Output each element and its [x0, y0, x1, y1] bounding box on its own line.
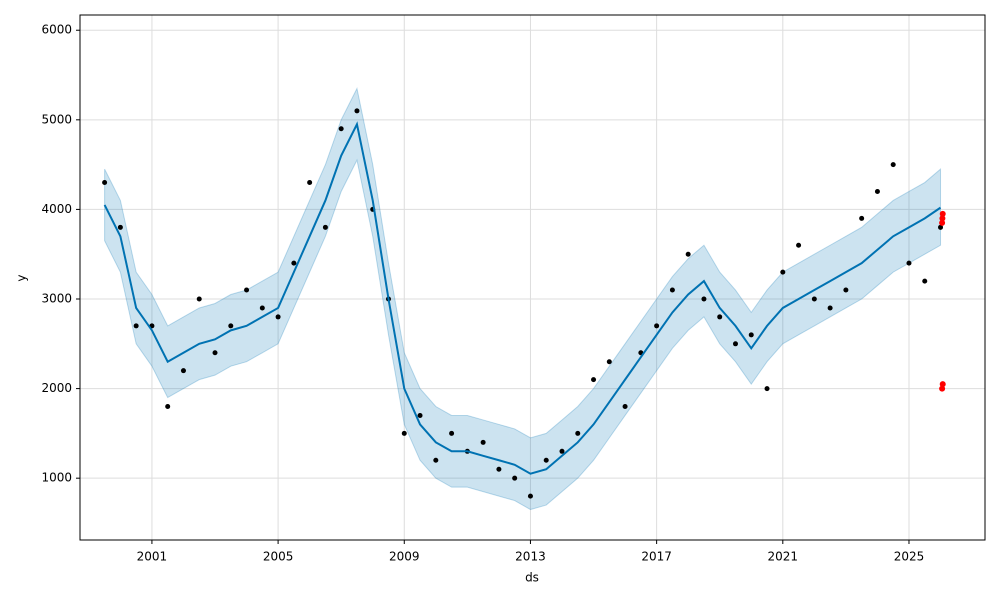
observed-point [307, 180, 313, 186]
observed-point [575, 430, 581, 436]
observed-point [890, 162, 896, 168]
observed-point [827, 305, 833, 311]
observed-point [228, 323, 234, 329]
y-tick-label: 3000 [41, 292, 72, 306]
observed-point [843, 287, 849, 293]
observed-point [591, 377, 597, 383]
observed-point [606, 359, 612, 365]
observed-point [811, 296, 817, 302]
observed-point [938, 224, 944, 230]
y-tick-label: 4000 [41, 202, 72, 216]
observed-point [559, 448, 565, 454]
observed-point [717, 314, 723, 320]
y-tick-label: 6000 [41, 23, 72, 37]
observed-point [417, 412, 423, 418]
observed-point [275, 314, 281, 320]
observed-point [338, 126, 344, 132]
observed-point [874, 188, 880, 194]
x-tick-label: 2025 [894, 550, 925, 564]
observed-point [449, 430, 455, 436]
observed-point [527, 493, 533, 499]
y-tick-label: 1000 [41, 471, 72, 485]
observed-point [748, 332, 754, 338]
observed-point [212, 350, 218, 356]
x-tick-label: 2001 [137, 550, 168, 564]
outlier-point [939, 215, 946, 222]
y-axis-label: y [15, 274, 29, 281]
observed-point [764, 386, 770, 392]
x-tick-label: 2021 [768, 550, 799, 564]
observed-point [433, 457, 439, 463]
outlier-point [939, 219, 946, 226]
x-tick-label: 2009 [389, 550, 420, 564]
observed-point [322, 224, 328, 230]
forecast-line [103, 121, 942, 475]
outlier-point [939, 385, 946, 392]
observed-point [165, 404, 171, 410]
observed-point [859, 215, 865, 221]
observed-point [906, 260, 912, 266]
observed-point [480, 439, 486, 445]
observed-point [780, 269, 786, 275]
observed-point [922, 278, 928, 284]
observed-point [685, 251, 691, 257]
observed-point [401, 430, 407, 436]
observed-point [102, 180, 108, 186]
observed-point [196, 296, 202, 302]
x-tick-label: 2017 [641, 550, 672, 564]
observed-point [259, 305, 265, 311]
x-axis-label: ds [525, 571, 539, 585]
uncertainty-band [104, 86, 942, 511]
y-tick-label: 2000 [41, 381, 72, 395]
observed-point [796, 242, 802, 248]
observed-point [701, 296, 707, 302]
observed-point [354, 108, 360, 114]
x-tick-label: 2013 [515, 550, 546, 564]
observed-point [244, 287, 250, 293]
observed-point [732, 341, 738, 347]
observed-point [512, 475, 518, 481]
y-tick-label: 5000 [41, 112, 72, 126]
plot-frame [79, 14, 986, 541]
observed-point [180, 368, 186, 374]
observed-point [543, 457, 549, 463]
outlier-point [939, 381, 946, 388]
observed-point [117, 224, 123, 230]
observed-point [654, 323, 660, 329]
x-tick-label: 2005 [263, 550, 294, 564]
outlier-point [939, 210, 946, 217]
observed-point [669, 287, 675, 293]
observed-point [133, 323, 139, 329]
observed-point [291, 260, 297, 266]
observed-point [622, 404, 628, 410]
observed-point [496, 466, 502, 472]
